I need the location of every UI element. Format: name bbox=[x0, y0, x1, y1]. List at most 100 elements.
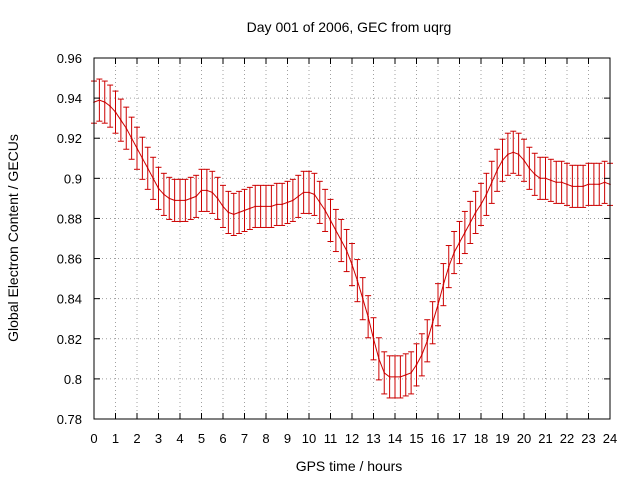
x-tick-label: 22 bbox=[560, 431, 574, 446]
x-tick-label: 1 bbox=[112, 431, 119, 446]
error-bar bbox=[537, 156, 544, 200]
x-tick-label: 3 bbox=[155, 431, 162, 446]
data-point bbox=[587, 183, 590, 186]
chart-title: Day 001 of 2006, GEC from uqrg bbox=[247, 19, 452, 35]
data-point bbox=[270, 205, 273, 208]
error-bar bbox=[209, 170, 216, 214]
x-tick-label: 6 bbox=[219, 431, 226, 446]
data-point bbox=[195, 195, 197, 198]
error-bar bbox=[134, 126, 140, 170]
data-point bbox=[232, 213, 235, 216]
data-point bbox=[593, 183, 595, 186]
data-point bbox=[179, 199, 181, 202]
data-point bbox=[512, 151, 515, 154]
data-point bbox=[517, 153, 520, 156]
error-bar bbox=[182, 178, 189, 222]
error-bar bbox=[101, 80, 108, 124]
data-point bbox=[496, 169, 498, 172]
error-bar bbox=[187, 176, 194, 220]
data-point bbox=[388, 376, 391, 378]
data-point bbox=[555, 181, 558, 184]
error-bar bbox=[322, 188, 329, 232]
error-bar bbox=[225, 190, 232, 234]
error-bar bbox=[311, 172, 318, 216]
y-tick-labels: 0.78 0.8 0.82 0.84 0.86 0.88 0.9 0.92 0.94 0.96 bbox=[57, 51, 82, 427]
x-tick-label: 0 bbox=[90, 431, 97, 446]
error-bar bbox=[596, 162, 603, 206]
error-bar bbox=[526, 146, 533, 190]
error-bar bbox=[553, 160, 560, 204]
data-point bbox=[598, 183, 601, 186]
data-point bbox=[431, 321, 434, 324]
data-point bbox=[351, 263, 353, 266]
data-point bbox=[114, 111, 117, 113]
data-point bbox=[238, 211, 240, 214]
data-point bbox=[103, 101, 106, 103]
data-point bbox=[372, 337, 375, 340]
x-tick-label: 11 bbox=[324, 431, 338, 446]
error-bar bbox=[413, 343, 420, 387]
error-bar bbox=[478, 182, 484, 226]
data-point bbox=[152, 177, 154, 180]
data-point bbox=[243, 209, 246, 212]
data-point bbox=[292, 199, 294, 202]
x-tick-label: 24 bbox=[603, 431, 617, 446]
data-point bbox=[361, 297, 364, 300]
error-bar bbox=[504, 132, 511, 176]
data-point bbox=[254, 205, 257, 208]
error-bar bbox=[488, 160, 495, 204]
error-bar bbox=[558, 160, 565, 204]
data-point bbox=[265, 205, 267, 208]
error-bar bbox=[166, 176, 173, 220]
data-point bbox=[485, 193, 488, 196]
data-point bbox=[173, 199, 176, 202]
x-tick-labels: 0 1 2 3 4 5 6 7 8 9 10 11 12 13 14 15 16 17 18 19 20 21 22 23 24 bbox=[90, 431, 617, 446]
data-point bbox=[227, 211, 230, 214]
error-bar bbox=[268, 184, 275, 228]
error-bar bbox=[220, 184, 226, 228]
data-point bbox=[582, 185, 584, 188]
data-point bbox=[211, 191, 214, 194]
error-bar bbox=[193, 174, 200, 218]
data-point bbox=[539, 177, 541, 180]
data-point bbox=[576, 185, 579, 188]
error-bar bbox=[107, 84, 114, 128]
error-bar bbox=[96, 78, 103, 122]
y-tick-label: 0.92 bbox=[57, 131, 82, 146]
data-point bbox=[206, 189, 208, 192]
x-tick-label: 14 bbox=[388, 431, 402, 446]
data-point bbox=[98, 99, 101, 101]
error-bar bbox=[257, 184, 264, 228]
error-bar bbox=[150, 156, 157, 200]
error-bar bbox=[284, 180, 291, 224]
data-point bbox=[259, 205, 262, 208]
data-point bbox=[421, 354, 423, 356]
data-point bbox=[415, 364, 418, 366]
error-bar bbox=[601, 160, 608, 204]
error-bar bbox=[375, 337, 382, 381]
error-bar bbox=[424, 319, 431, 363]
data-point bbox=[324, 209, 326, 212]
data-point bbox=[453, 251, 455, 254]
data-point bbox=[335, 229, 337, 232]
data-point bbox=[200, 189, 203, 192]
x-tick-label: 4 bbox=[176, 431, 183, 446]
x-tick-label: 5 bbox=[198, 431, 205, 446]
x-tick-label: 16 bbox=[431, 431, 445, 446]
y-tick-label: 0.88 bbox=[57, 211, 82, 226]
data-point bbox=[302, 191, 305, 194]
error-bar bbox=[499, 138, 506, 182]
data-point bbox=[442, 283, 445, 286]
data-point bbox=[141, 157, 144, 160]
data-point bbox=[560, 181, 563, 184]
data-point bbox=[297, 195, 300, 198]
error-bar bbox=[515, 132, 522, 176]
error-bar bbox=[521, 138, 527, 182]
data-point bbox=[163, 193, 165, 196]
data-point bbox=[281, 203, 283, 206]
error-bar bbox=[542, 156, 549, 200]
error-bar bbox=[300, 170, 307, 214]
data-point bbox=[356, 279, 359, 282]
data-point bbox=[286, 201, 289, 204]
